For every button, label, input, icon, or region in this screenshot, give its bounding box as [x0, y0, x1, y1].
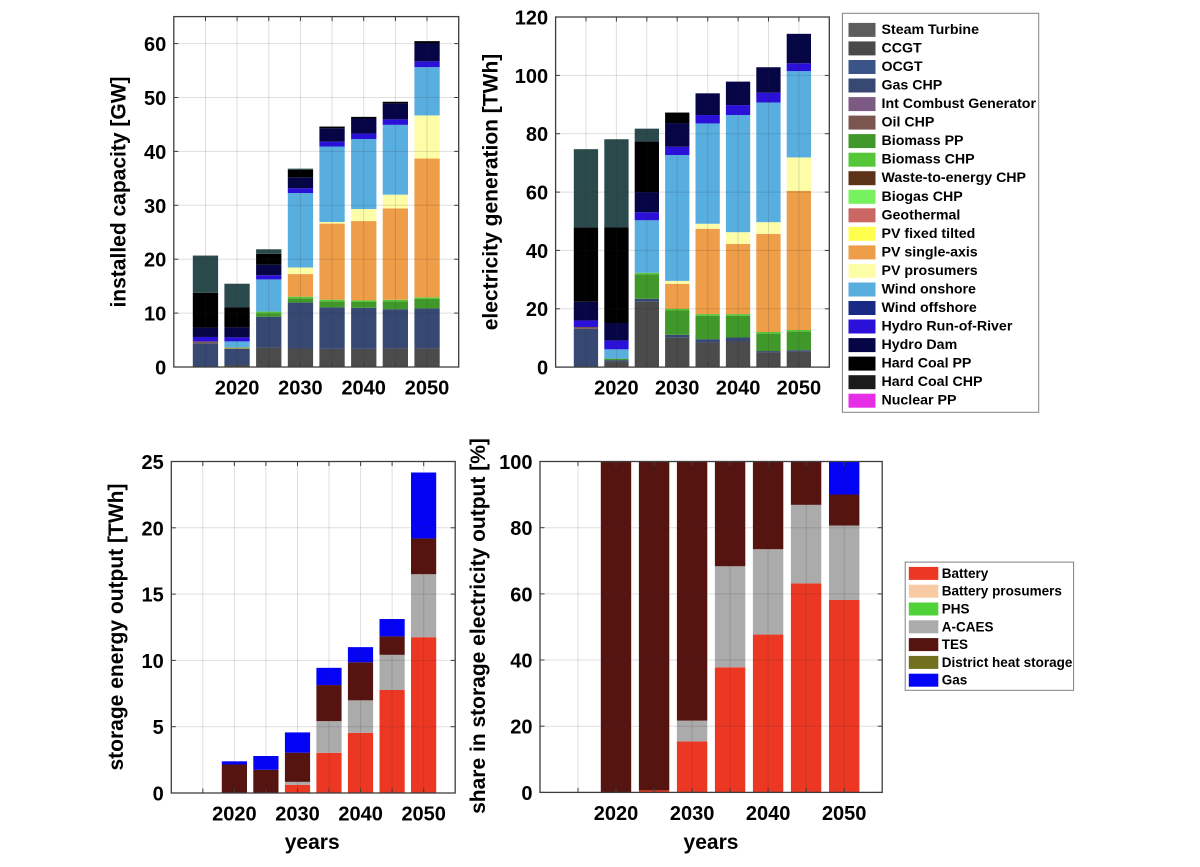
svg-text:15: 15	[142, 585, 164, 607]
svg-text:2030: 2030	[275, 804, 320, 826]
svg-text:40: 40	[144, 142, 166, 164]
svg-text:storage energy output [TWh]: storage energy output [TWh]	[105, 484, 128, 771]
svg-text:A-CAES: A-CAES	[942, 619, 994, 634]
svg-text:share in storage electricity o: share in storage electricity output [%]	[467, 438, 490, 814]
svg-text:2030: 2030	[670, 803, 715, 825]
svg-text:years: years	[684, 831, 739, 854]
svg-text:2020: 2020	[594, 803, 639, 825]
svg-text:30: 30	[144, 196, 166, 218]
svg-text:Hydro Run-of-River: Hydro Run-of-River	[882, 319, 1013, 335]
svg-text:Oil CHP: Oil CHP	[882, 115, 935, 131]
svg-text:100: 100	[499, 452, 532, 474]
svg-text:10: 10	[142, 651, 164, 673]
svg-text:40: 40	[510, 651, 532, 673]
svg-text:PHS: PHS	[942, 602, 970, 617]
svg-text:2040: 2040	[338, 804, 383, 826]
svg-text:Waste-to-energy CHP: Waste-to-energy CHP	[882, 170, 1027, 186]
svg-text:2030: 2030	[655, 378, 700, 400]
svg-text:20: 20	[510, 717, 532, 739]
svg-text:years: years	[285, 831, 340, 854]
svg-text:Gas: Gas	[942, 673, 968, 688]
svg-text:0: 0	[537, 358, 548, 380]
svg-text:0: 0	[153, 784, 164, 806]
svg-text:2030: 2030	[278, 378, 323, 400]
svg-text:Biogas CHP: Biogas CHP	[882, 189, 963, 205]
svg-text:TES: TES	[942, 637, 968, 652]
svg-text:20: 20	[526, 299, 548, 321]
svg-text:Steam Turbine: Steam Turbine	[882, 22, 980, 38]
svg-text:2050: 2050	[401, 804, 446, 826]
svg-text:installed capacity [GW]: installed capacity [GW]	[108, 76, 131, 307]
svg-text:OCGT: OCGT	[882, 59, 923, 75]
svg-text:electricity generation [TWh]: electricity generation [TWh]	[480, 54, 503, 331]
svg-text:60: 60	[526, 183, 548, 205]
svg-text:120: 120	[515, 8, 548, 30]
svg-text:Hard Coal CHP: Hard Coal CHP	[882, 374, 983, 390]
svg-text:2040: 2040	[746, 803, 791, 825]
svg-text:Hydro Dam: Hydro Dam	[882, 337, 958, 353]
svg-text:2050: 2050	[822, 803, 867, 825]
svg-text:2040: 2040	[341, 378, 386, 400]
svg-text:2020: 2020	[594, 378, 639, 400]
svg-text:2040: 2040	[716, 378, 761, 400]
svg-text:2050: 2050	[777, 378, 822, 400]
svg-text:Nuclear PP: Nuclear PP	[882, 393, 957, 409]
svg-text:5: 5	[153, 717, 164, 739]
svg-text:Gas CHP: Gas CHP	[882, 78, 943, 94]
svg-text:60: 60	[510, 584, 532, 606]
svg-text:CCGT: CCGT	[882, 40, 923, 56]
svg-text:PV single-axis: PV single-axis	[882, 244, 978, 260]
svg-text:Battery: Battery	[942, 566, 989, 581]
svg-text:2050: 2050	[405, 378, 450, 400]
svg-text:80: 80	[510, 518, 532, 540]
svg-text:10: 10	[144, 304, 166, 326]
svg-text:80: 80	[526, 124, 548, 146]
svg-text:PV fixed tilted: PV fixed tilted	[882, 226, 976, 242]
svg-text:Geothermal: Geothermal	[882, 207, 961, 223]
svg-text:PV prosumers: PV prosumers	[882, 263, 978, 279]
svg-text:20: 20	[142, 518, 164, 540]
svg-text:Battery prosumers: Battery prosumers	[942, 584, 1062, 599]
svg-text:20: 20	[144, 250, 166, 272]
svg-text:2020: 2020	[212, 804, 257, 826]
svg-text:Wind onshore: Wind onshore	[882, 282, 977, 298]
svg-text:40: 40	[526, 241, 548, 263]
svg-text:0: 0	[521, 783, 532, 805]
svg-text:60: 60	[144, 34, 166, 56]
svg-text:50: 50	[144, 88, 166, 110]
svg-text:Int Combust Generator: Int Combust Generator	[882, 96, 1037, 112]
svg-text:25: 25	[142, 452, 164, 474]
svg-text:Biomass PP: Biomass PP	[882, 133, 964, 149]
svg-text:Wind offshore: Wind offshore	[882, 300, 977, 316]
svg-text:Biomass CHP: Biomass CHP	[882, 152, 975, 168]
svg-text:Hard Coal PP: Hard Coal PP	[882, 356, 972, 372]
svg-text:0: 0	[155, 358, 166, 380]
svg-text:100: 100	[515, 66, 548, 88]
svg-text:District heat storage: District heat storage	[942, 655, 1073, 670]
svg-text:2020: 2020	[215, 378, 260, 400]
